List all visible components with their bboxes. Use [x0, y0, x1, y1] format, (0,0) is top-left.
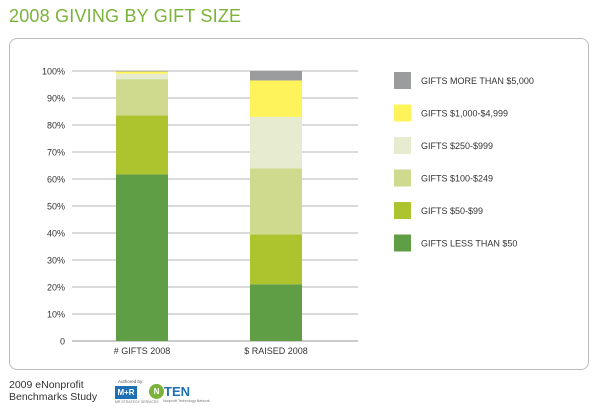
nten-logo: N TEN Nonprofit Technology Network: [149, 384, 210, 403]
footer-line-2: Benchmarks Study: [9, 391, 98, 403]
legend-swatch: [394, 234, 411, 252]
bar-segment: [116, 71, 168, 72]
bar-layer: [116, 71, 302, 341]
legend-swatch: [394, 104, 411, 122]
y-tick-label: 10%: [47, 310, 65, 320]
y-tick-label: 30%: [47, 256, 65, 266]
y-tick-label: 60%: [47, 175, 65, 185]
mr-logo: M+R: [115, 386, 137, 399]
legend-label: GIFTS $50-$99: [421, 206, 483, 216]
bar-segment: [116, 71, 168, 74]
bar-segment: [250, 168, 302, 235]
sponsor-logos: Authored by: M+R MR STRATEGY SERVICES N …: [115, 379, 210, 405]
y-tick-label: 70%: [47, 148, 65, 158]
mr-logo-subtext: MR STRATEGY SERVICES: [115, 400, 159, 404]
x-tick-label: $ RAISED 2008: [244, 346, 308, 356]
nten-logo-subtext: Nonprofit Technology Network: [163, 399, 210, 403]
legend-label: GIFTS $100-$249: [421, 174, 493, 184]
legend-swatch: [394, 137, 411, 154]
y-tick-label: 20%: [47, 283, 65, 293]
x-tick-label: # GIFTS 2008: [114, 346, 171, 356]
bar-segment: [250, 71, 302, 81]
bar-segment: [116, 174, 168, 341]
y-tick-label: 80%: [47, 121, 65, 131]
bar-segment: [250, 116, 302, 169]
legend-swatch: [394, 202, 411, 219]
chart-title: 2008 GIVING BY GIFT SIZE: [9, 6, 242, 26]
y-tick-label: 0: [60, 337, 65, 347]
axis-layer: 0 10% 20% 30% 40% 50% 60% 70% 80% 90% 100% # GIFTS …: [42, 67, 308, 357]
nten-logo-circle: N: [149, 384, 164, 399]
y-tick-label: 40%: [47, 229, 65, 239]
stacked-bar-chart: 0 10% 20% 30% 40% 50% 60% 70% 80% 90% 100% # GIFTS …: [42, 67, 534, 357]
footer-study-name: 2009 eNonprofit Benchmarks Study: [9, 379, 97, 403]
bar-segment: [116, 115, 168, 175]
legend-label: GIFTS $250-$999: [421, 141, 493, 151]
bar-segment: [250, 234, 302, 285]
legend-swatch: [394, 169, 411, 187]
bar-segment: [250, 80, 302, 117]
legend-label: GIFTS LESS THAN $50: [421, 239, 517, 249]
bar-segment: [116, 73, 168, 80]
grid-layer: [72, 70, 358, 342]
legend-layer: GIFTS MORE THAN $5,000 GIFTS $1,000-$4,99…: [394, 72, 534, 252]
y-tick-label: 50%: [47, 202, 65, 212]
y-tick-label: 100%: [42, 67, 65, 77]
y-tick-label: 90%: [47, 94, 65, 104]
authored-by-label: Authored by:: [118, 379, 144, 384]
bar-segment: [116, 79, 168, 116]
legend-label: GIFTS MORE THAN $5,000: [421, 76, 534, 86]
legend-label: GIFTS $1,000-$4,999: [421, 109, 508, 119]
legend-swatch: [394, 72, 411, 89]
bar-segment: [250, 284, 302, 341]
nten-logo-text: TEN: [164, 384, 190, 399]
footer-line-1: 2009 eNonprofit: [9, 379, 84, 391]
